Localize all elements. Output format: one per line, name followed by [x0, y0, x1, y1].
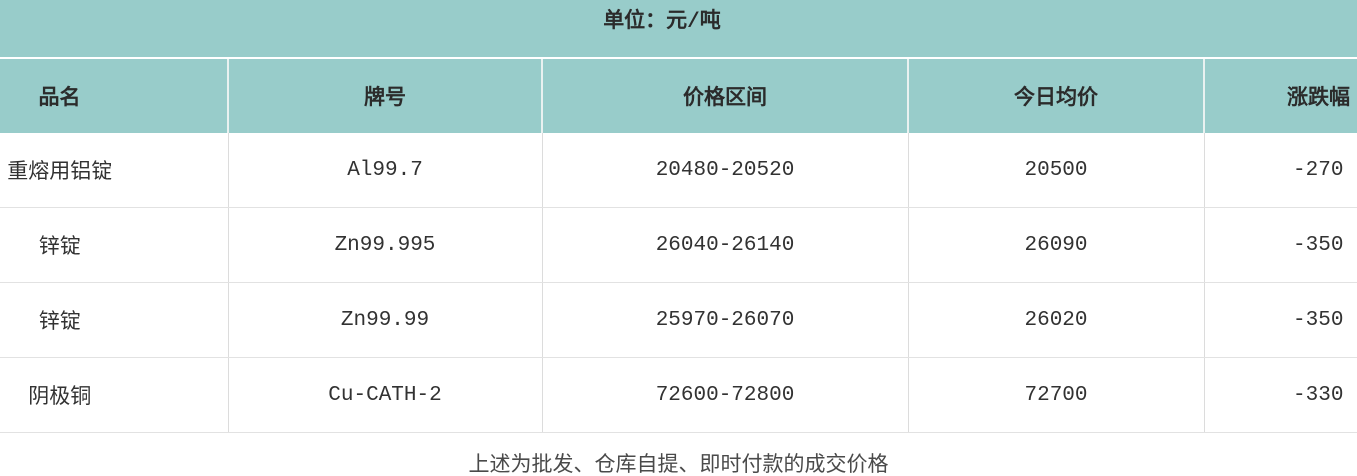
footnote-text: 上述为批发、仓库自提、即时付款的成交价格: [468, 455, 889, 476]
product-cell: 锌锭: [0, 282, 228, 358]
header-product: 品名: [0, 59, 228, 133]
price-sheet: 单位：元/吨 品名 牌号 价格区间 今日均价 涨跌幅: [0, 0, 1357, 433]
grade-cell: Zn99.995: [227, 207, 542, 283]
product-cell: 锌锭: [0, 207, 228, 283]
price-range-cell: 26040-26140: [541, 207, 908, 283]
price-range-cell: 25970-26070: [541, 282, 908, 358]
grade-cell: Al99.7: [227, 133, 542, 208]
price-range-cell: 72600-72800: [541, 357, 908, 433]
avg-price-cell: 26090: [907, 207, 1204, 283]
avg-price-cell: 26020: [907, 282, 1204, 358]
change-cell: -350: [1203, 282, 1357, 358]
header-price-range: 价格区间: [541, 59, 908, 133]
divider: [0, 57, 1357, 59]
price-range-cell: 20480-20520: [541, 133, 908, 208]
header-change: 涨跌幅: [1203, 59, 1357, 133]
change-cell: -270: [1203, 133, 1357, 208]
unit-label: 单位：元/吨: [0, 0, 1357, 57]
table-header-row: 品名 牌号 价格区间 今日均价 涨跌幅: [0, 59, 1357, 133]
price-table: 品名 牌号 价格区间 今日均价 涨跌幅 重熔用铝锭 Al99.7 20480-2…: [0, 59, 1357, 433]
table-row: 重熔用铝锭 Al99.7 20480-20520 20500 -270: [0, 133, 1357, 208]
change-cell: -350: [1203, 207, 1357, 283]
product-cell: 重熔用铝锭: [0, 133, 228, 208]
grade-cell: Cu-CATH-2: [227, 357, 542, 433]
avg-price-cell: 72700: [907, 357, 1204, 433]
header-grade: 牌号: [227, 59, 542, 133]
header-avg-price: 今日均价: [907, 59, 1204, 133]
table-row: 阴极铜 Cu-CATH-2 72600-72800 72700 -330: [0, 357, 1357, 433]
table-row: 锌锭 Zn99.99 25970-26070 26020 -350: [0, 282, 1357, 358]
product-cell: 阴极铜: [0, 357, 228, 433]
table-row: 锌锭 Zn99.995 26040-26140 26090 -350: [0, 207, 1357, 283]
change-cell: -330: [1203, 357, 1357, 433]
avg-price-cell: 20500: [907, 133, 1204, 208]
grade-cell: Zn99.99: [227, 282, 542, 358]
